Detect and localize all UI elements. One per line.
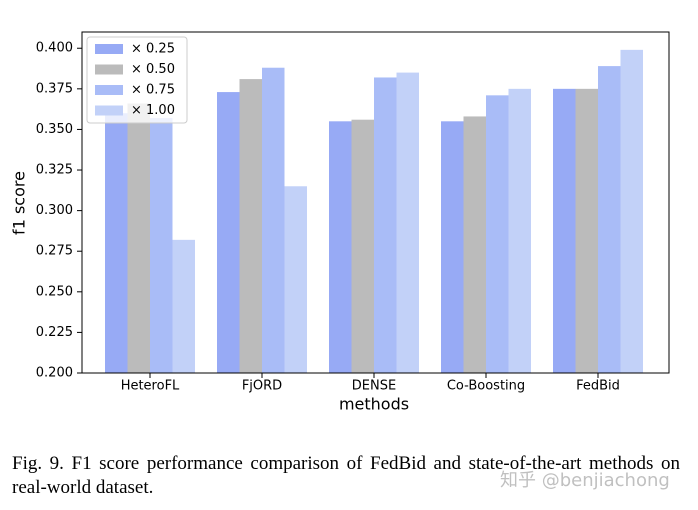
legend-label: × 0.25	[131, 42, 175, 57]
bar	[598, 66, 621, 373]
x-tick-label: Co-Boosting	[447, 379, 525, 394]
bar	[508, 88, 531, 373]
legend-swatch	[95, 85, 123, 95]
x-tick-label: FedBid	[576, 379, 620, 394]
bar	[262, 67, 285, 373]
bar	[239, 79, 262, 373]
bar	[396, 72, 419, 373]
bar	[463, 116, 486, 373]
bar	[620, 49, 643, 373]
y-tick-label: 0.250	[36, 284, 73, 299]
x-tick-label: FjORD	[242, 379, 282, 394]
legend-label: × 0.75	[131, 83, 175, 98]
bar	[553, 88, 576, 373]
y-tick-label: 0.300	[36, 203, 73, 218]
legend-label: × 1.00	[131, 103, 175, 118]
y-tick-label: 0.200	[36, 366, 73, 381]
legend-swatch	[95, 64, 123, 75]
y-tick-label: 0.375	[36, 81, 73, 96]
legend-box	[86, 36, 188, 124]
legend-swatch	[95, 105, 123, 116]
bar	[441, 121, 464, 373]
legend-label: × 0.50	[131, 62, 175, 77]
y-tick-label: 0.400	[36, 41, 73, 56]
bar	[105, 113, 128, 373]
bar	[172, 239, 195, 373]
legend-swatch	[95, 44, 123, 54]
x-axis-label: methods	[339, 395, 409, 414]
caption: Fig. 9. F1 score performance comparison …	[12, 453, 680, 498]
x-tick-label: DENSE	[352, 379, 396, 394]
bar	[374, 77, 397, 373]
bar	[351, 119, 374, 373]
bar	[575, 88, 598, 373]
chart: methods f1 score 0.200 0.225 0.250 0.275 0.3…	[10, 31, 670, 414]
y-tick-label: 0.225	[36, 325, 73, 340]
y-tick-label: 0.275	[36, 244, 73, 259]
watermark: 知乎 @benjiachong	[500, 470, 670, 491]
plot-frame	[81, 31, 670, 374]
bar	[150, 118, 173, 373]
bar	[127, 103, 150, 373]
y-tick-label: 0.350	[36, 122, 73, 137]
bar	[486, 95, 509, 373]
bar	[329, 121, 352, 373]
y-axis-label: f1 score	[10, 171, 29, 235]
bar	[217, 92, 240, 373]
bar	[284, 186, 307, 373]
y-tick-label: 0.325	[36, 163, 73, 178]
x-tick-label: HeteroFL	[121, 379, 180, 394]
